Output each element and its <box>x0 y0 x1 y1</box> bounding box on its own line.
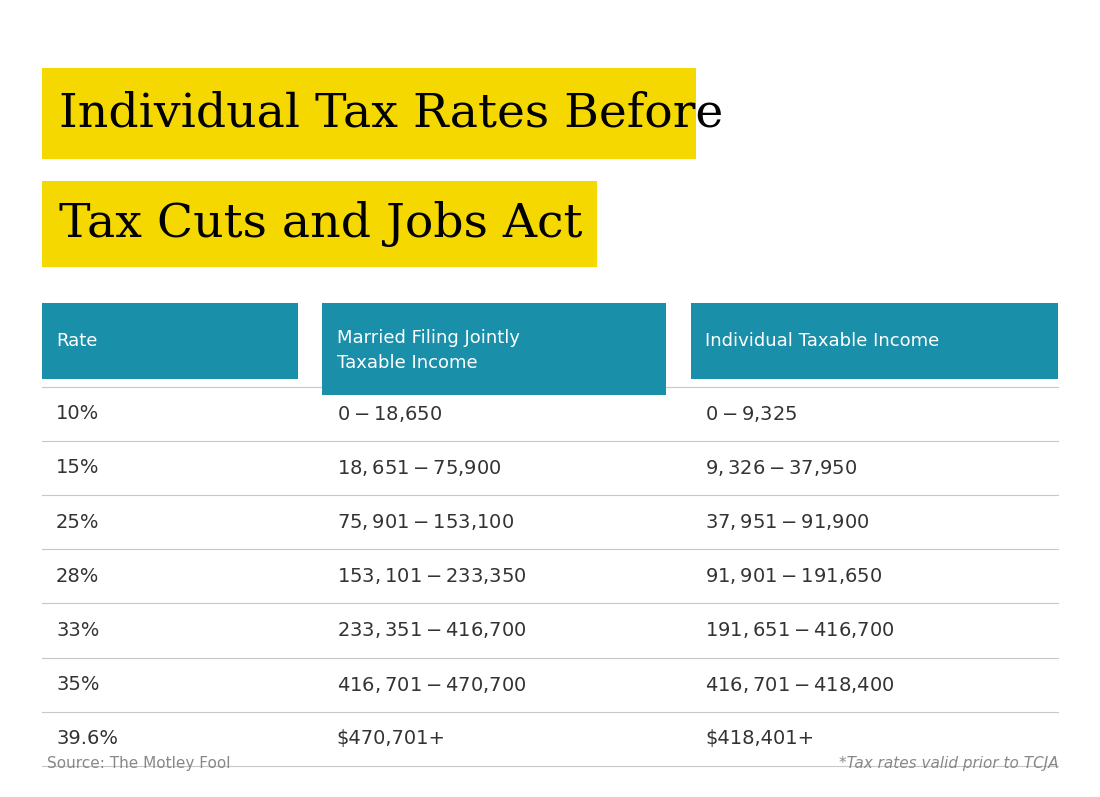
Text: $418,401+: $418,401+ <box>705 729 814 748</box>
Text: $416,701 - $470,700: $416,701 - $470,700 <box>337 674 526 695</box>
Text: $18,651 - $75,900: $18,651 - $75,900 <box>337 457 502 478</box>
Text: $416,701 - $418,400: $416,701 - $418,400 <box>705 674 894 695</box>
Text: 39.6%: 39.6% <box>56 729 118 748</box>
Text: Married Filing Jointly: Married Filing Jointly <box>337 328 519 347</box>
Text: 28%: 28% <box>56 567 99 586</box>
Text: 33%: 33% <box>56 621 99 640</box>
Text: $0 - $9,325: $0 - $9,325 <box>705 403 798 424</box>
Text: $191,651 - $416,700: $191,651 - $416,700 <box>705 620 894 641</box>
Text: Individual Tax Rates Before: Individual Tax Rates Before <box>59 91 724 136</box>
Text: Individual Taxable Income: Individual Taxable Income <box>705 332 939 350</box>
Text: Rate: Rate <box>56 332 98 350</box>
Text: 15%: 15% <box>56 458 100 477</box>
Text: $91,901 - $191,650: $91,901 - $191,650 <box>705 566 882 587</box>
Text: 25%: 25% <box>56 512 100 532</box>
FancyBboxPatch shape <box>42 68 696 159</box>
FancyBboxPatch shape <box>322 303 666 395</box>
FancyBboxPatch shape <box>691 303 1058 379</box>
Text: $233,351 - $416,700: $233,351 - $416,700 <box>337 620 526 641</box>
Text: $0 - $18,650: $0 - $18,650 <box>337 403 442 424</box>
Text: *Tax rates valid prior to TCJA: *Tax rates valid prior to TCJA <box>838 756 1058 771</box>
FancyBboxPatch shape <box>42 303 298 379</box>
Text: Tax Cuts and Jobs Act: Tax Cuts and Jobs Act <box>59 201 583 247</box>
FancyBboxPatch shape <box>42 181 597 267</box>
Text: 10%: 10% <box>56 404 99 423</box>
Text: $470,701+: $470,701+ <box>337 729 446 748</box>
Text: $153,101 - $233,350: $153,101 - $233,350 <box>337 566 526 587</box>
Text: $75,901 - $153,100: $75,901 - $153,100 <box>337 512 514 532</box>
Text: Taxable Income: Taxable Income <box>337 355 477 372</box>
Text: 35%: 35% <box>56 675 100 694</box>
Text: $9,326 - $37,950: $9,326 - $37,950 <box>705 457 858 478</box>
Text: Source: The Motley Fool: Source: The Motley Fool <box>47 756 231 771</box>
Text: $37,951 - $91,900: $37,951 - $91,900 <box>705 512 870 532</box>
